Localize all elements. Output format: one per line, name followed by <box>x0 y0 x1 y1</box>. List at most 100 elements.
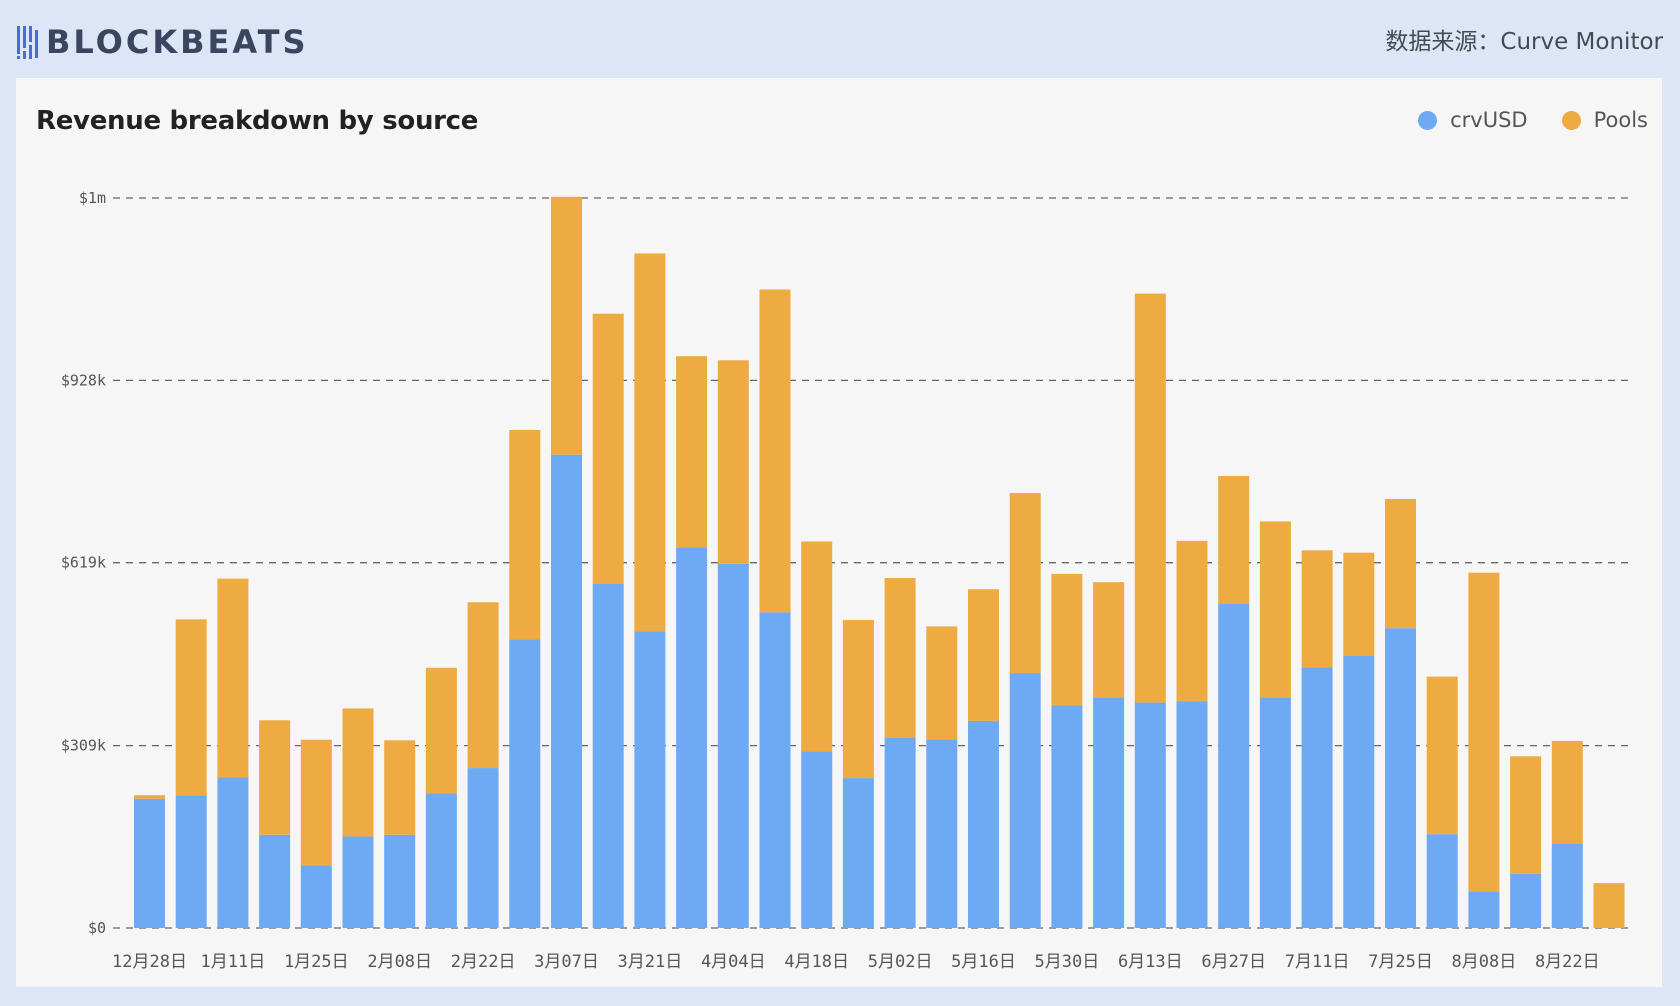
bar-crvusd[interactable] <box>551 454 582 928</box>
bar-group[interactable] <box>1051 573 1083 928</box>
bar-group[interactable] <box>300 739 332 928</box>
bar-group[interactable] <box>134 795 165 928</box>
bar-crvusd[interactable] <box>634 631 666 928</box>
bar-crvusd[interactable] <box>217 777 249 928</box>
bar-crvusd[interactable] <box>1301 667 1333 928</box>
bar-pools[interactable] <box>1593 883 1625 928</box>
legend-item-crvusd[interactable]: crvUSD <box>1418 108 1528 132</box>
bar-pools[interactable] <box>1301 550 1333 668</box>
bar-crvusd[interactable] <box>592 583 624 928</box>
bar-group[interactable] <box>467 602 499 928</box>
bar-group[interactable] <box>842 619 874 928</box>
bar-group[interactable] <box>551 196 582 928</box>
bar-pools[interactable] <box>342 708 374 837</box>
bar-group[interactable] <box>1593 883 1625 928</box>
bar-crvusd[interactable] <box>425 793 457 928</box>
bar-crvusd[interactable] <box>1093 697 1125 928</box>
bar-pools[interactable] <box>1176 540 1208 702</box>
bar-pools[interactable] <box>968 589 999 721</box>
bar-pools[interactable] <box>926 626 958 740</box>
bar-crvusd[interactable] <box>1134 702 1166 928</box>
bar-group[interactable] <box>1510 756 1542 928</box>
bar-crvusd[interactable] <box>134 798 165 928</box>
bar-group[interactable] <box>342 708 374 928</box>
legend-item-pools[interactable]: Pools <box>1561 108 1648 132</box>
bar-pools[interactable] <box>300 739 332 866</box>
bar-crvusd[interactable] <box>175 795 207 928</box>
bar-group[interactable] <box>1426 676 1458 928</box>
bar-crvusd[interactable] <box>1385 628 1416 928</box>
bar-pools[interactable] <box>1510 756 1542 874</box>
bar-crvusd[interactable] <box>1468 891 1500 928</box>
bar-crvusd[interactable] <box>259 834 291 928</box>
bar-pools[interactable] <box>1426 676 1458 835</box>
bar-crvusd[interactable] <box>842 778 874 928</box>
bar-group[interactable] <box>1468 572 1500 928</box>
bar-group[interactable] <box>1009 493 1041 928</box>
bar-crvusd[interactable] <box>1051 705 1083 928</box>
bar-group[interactable] <box>884 578 916 928</box>
bar-pools[interactable] <box>1134 293 1166 703</box>
bar-crvusd[interactable] <box>1426 834 1458 928</box>
bar-pools[interactable] <box>1093 582 1125 698</box>
bar-pools[interactable] <box>634 253 666 632</box>
bar-pools[interactable] <box>259 720 291 835</box>
bar-crvusd[interactable] <box>926 739 958 928</box>
bar-pools[interactable] <box>1259 521 1291 698</box>
bar-pools[interactable] <box>175 619 207 796</box>
bar-pools[interactable] <box>551 196 582 455</box>
bar-crvusd[interactable] <box>1176 701 1208 928</box>
bar-group[interactable] <box>1093 582 1125 928</box>
bar-group[interactable] <box>259 720 291 928</box>
bar-crvusd[interactable] <box>717 563 749 928</box>
bar-group[interactable] <box>175 619 207 928</box>
bar-crvusd[interactable] <box>384 834 416 928</box>
bar-pools[interactable] <box>1218 475 1250 605</box>
bar-pools[interactable] <box>801 541 833 752</box>
bar-group[interactable] <box>1259 521 1291 928</box>
bar-group[interactable] <box>592 313 624 928</box>
bar-pools[interactable] <box>1551 740 1583 844</box>
bar-group[interactable] <box>1385 498 1416 928</box>
bar-group[interactable] <box>968 589 999 928</box>
bar-pools[interactable] <box>717 360 749 564</box>
bar-crvusd[interactable] <box>342 836 374 928</box>
bar-pools[interactable] <box>1343 552 1375 656</box>
bar-group[interactable] <box>676 356 708 928</box>
bar-group[interactable] <box>717 360 749 928</box>
bar-crvusd[interactable] <box>968 720 999 928</box>
bar-crvusd[interactable] <box>1510 873 1542 928</box>
bar-pools[interactable] <box>1385 498 1416 629</box>
bar-crvusd[interactable] <box>884 737 916 928</box>
bar-crvusd[interactable] <box>1343 655 1375 928</box>
bar-crvusd[interactable] <box>1009 673 1041 928</box>
bar-pools[interactable] <box>1468 572 1500 892</box>
bar-pools[interactable] <box>134 795 165 799</box>
bar-pools[interactable] <box>467 602 499 769</box>
bar-group[interactable] <box>217 578 249 928</box>
bar-pools[interactable] <box>425 667 457 794</box>
bar-pools[interactable] <box>884 578 916 738</box>
bar-pools[interactable] <box>759 289 791 613</box>
bar-pools[interactable] <box>509 429 541 640</box>
bar-group[interactable] <box>384 740 416 928</box>
bar-pools[interactable] <box>592 313 624 584</box>
bar-crvusd[interactable] <box>300 865 332 928</box>
bar-crvusd[interactable] <box>467 768 499 928</box>
bar-group[interactable] <box>1176 540 1208 928</box>
bar-pools[interactable] <box>217 578 249 778</box>
bar-pools[interactable] <box>1009 493 1041 674</box>
bar-pools[interactable] <box>842 619 874 779</box>
bar-group[interactable] <box>759 289 791 928</box>
bar-crvusd[interactable] <box>509 639 541 928</box>
bar-crvusd[interactable] <box>1259 697 1291 928</box>
bar-crvusd[interactable] <box>1551 843 1583 928</box>
bar-group[interactable] <box>425 667 457 928</box>
bar-pools[interactable] <box>676 356 708 548</box>
bar-group[interactable] <box>1301 550 1333 928</box>
bar-pools[interactable] <box>1051 573 1083 706</box>
bar-pools[interactable] <box>384 740 416 835</box>
bar-group[interactable] <box>1134 293 1166 928</box>
bar-crvusd[interactable] <box>676 547 708 928</box>
bar-group[interactable] <box>801 541 833 928</box>
